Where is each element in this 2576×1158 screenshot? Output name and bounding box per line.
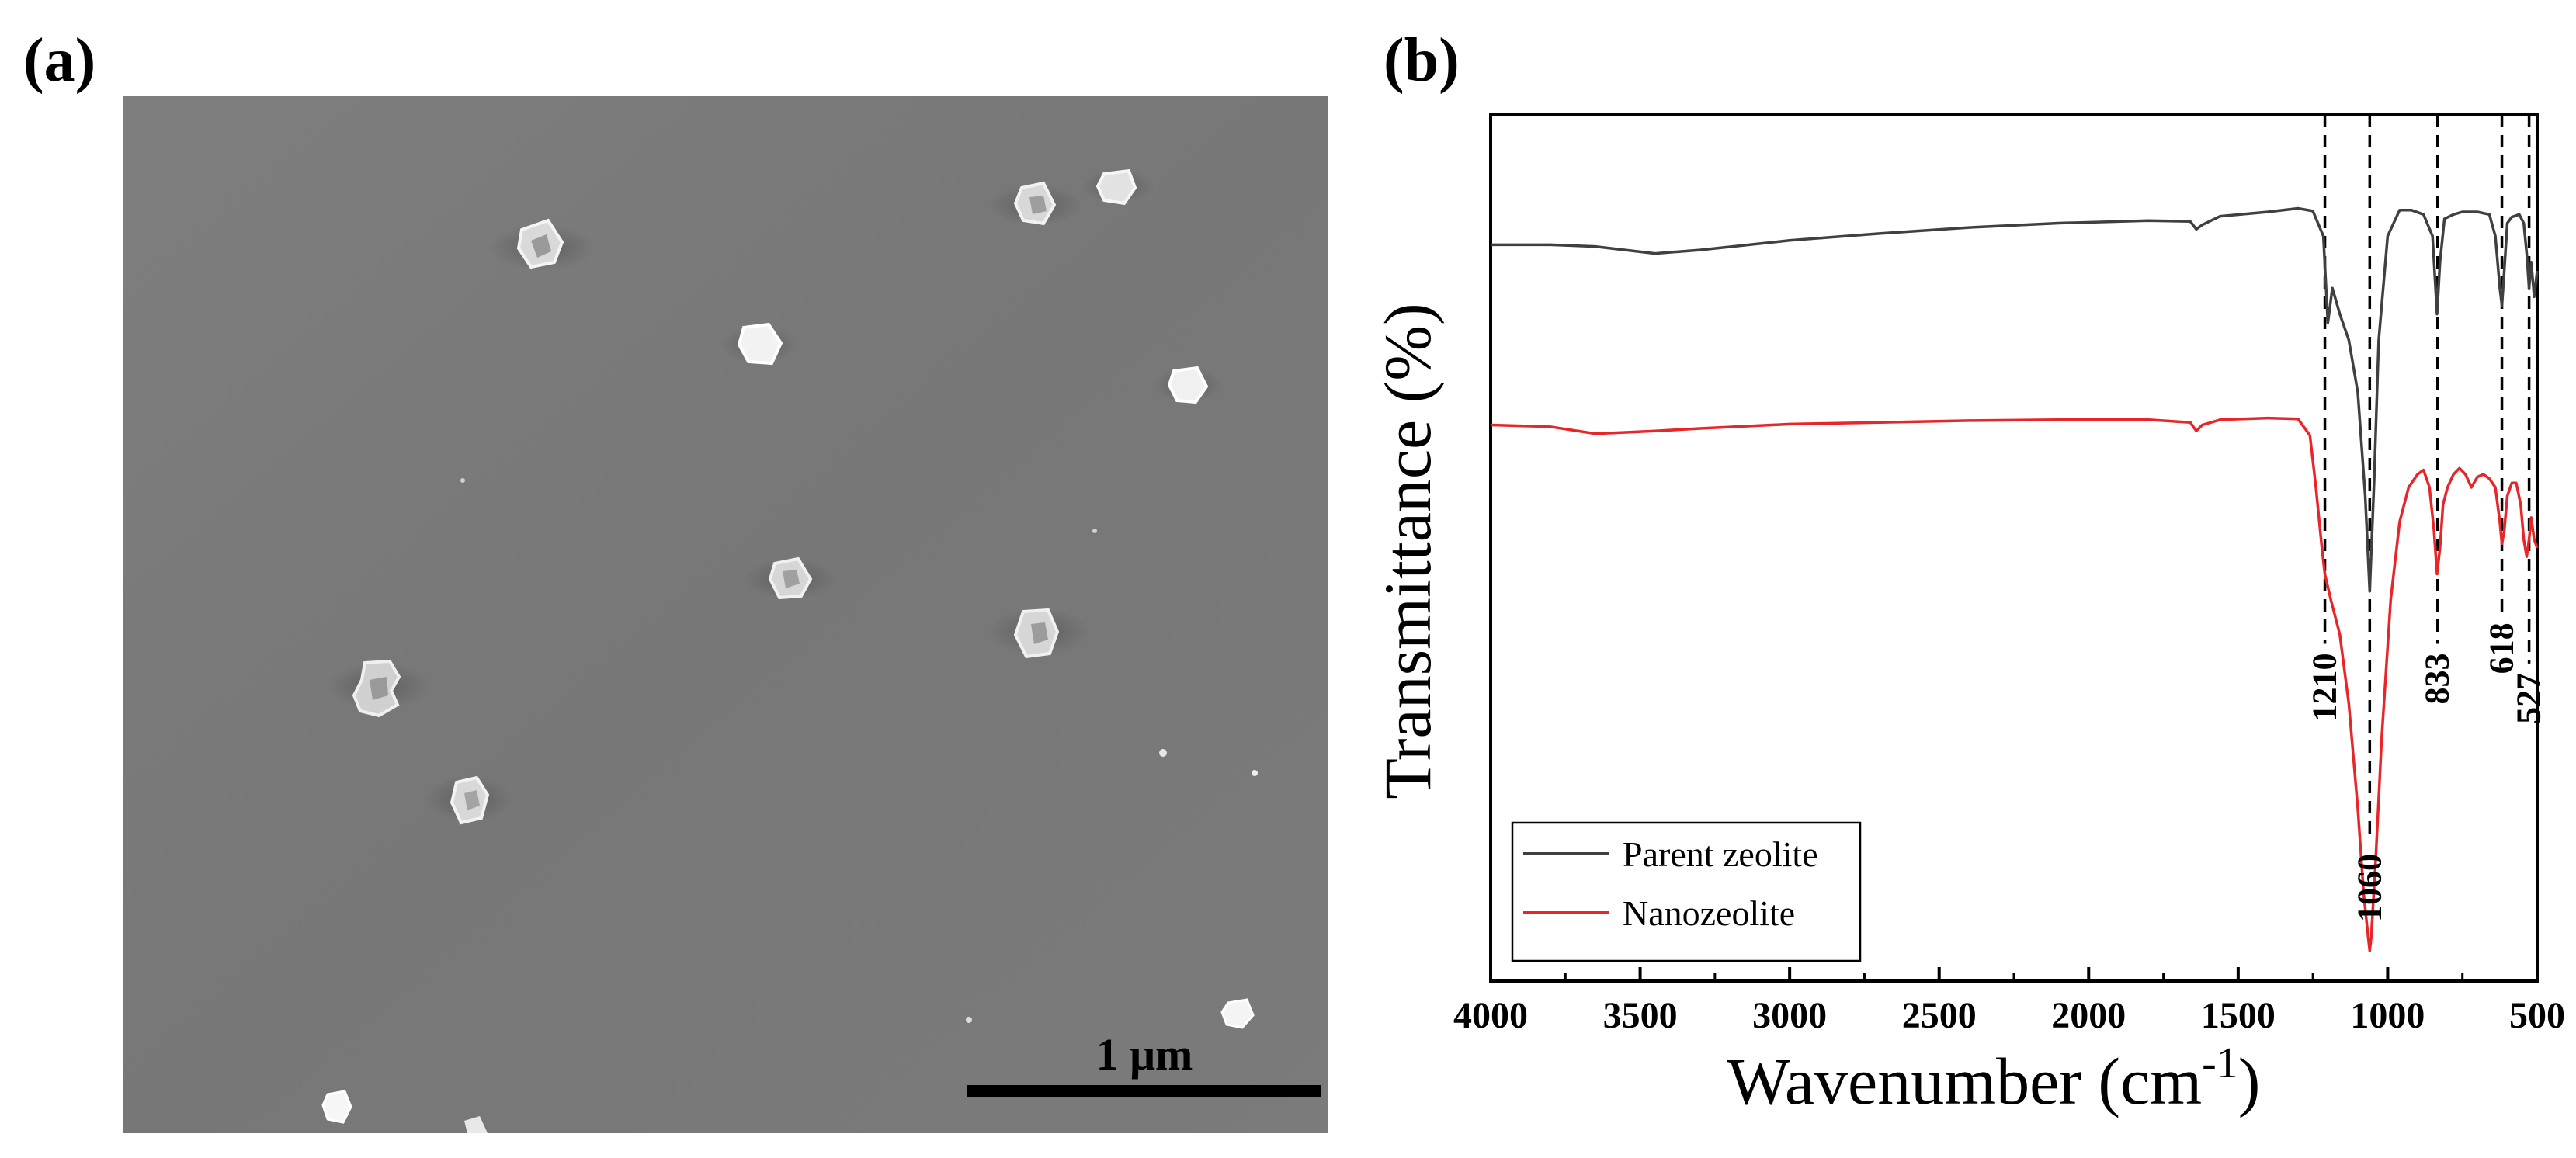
sem-particle [1220,998,1255,1029]
scale-bar-line [967,1085,1321,1097]
sem-background [123,96,1328,1133]
x-tick-label-4000: 4000 [1453,995,1528,1036]
sem-micrograph: 1 μm [123,96,1328,1133]
x-tick-label-2500: 2500 [1902,995,1977,1036]
legend-box [1511,821,1862,962]
scale-bar-label: 1 μm [1096,1029,1193,1080]
sem-particle [988,181,1081,226]
x-axis-label-main: Wavenumber (cm [1727,1044,2203,1118]
sem-particle [328,659,430,718]
x-tick-label-1500: 1500 [2201,995,2276,1036]
legend-label-parent-zeolite: Parent zeolite [1623,834,1818,874]
sem-dust [1159,749,1167,757]
sem-dust [966,1017,972,1023]
panel-a-label: (a) [23,26,96,95]
sem-dust [460,478,465,483]
sem-particle [720,322,798,366]
sem-particle [988,608,1090,659]
x-tick-labels: 4000 3500 3000 2500 2000 1500 1000 500 [1453,995,2565,1036]
annotation-label-618: 618 [2483,622,2521,674]
x-axis-label-close: ) [2238,1044,2261,1118]
sem-particle [321,1090,352,1124]
annotation-label-527: 527 [2510,673,2548,724]
sem-particle [1154,366,1222,404]
legend: Parent zeolite Nanozeolite [1511,821,1862,962]
legend-label-nanozeolite: Nanozeolite [1623,893,1795,933]
x-tick-label-1000: 1000 [2350,995,2425,1036]
annotation-label-833: 833 [2418,653,2456,704]
x-tick-label-3000: 3000 [1752,995,1827,1036]
sem-dust [1092,529,1097,533]
annotation-label-1060: 1060 [2350,854,2388,922]
x-axis-label: Wavenumber (cm-1) [1727,1039,2261,1118]
sem-particle [1082,168,1154,206]
y-axis-label: Transmittance (%) [1370,303,1445,799]
sem-particle [744,556,837,600]
series-line-nanozeolite [1490,416,2539,952]
series-line-parent-zeolite [1491,206,2539,593]
panel-b-label: (b) [1383,26,1460,95]
x-tick-label-500: 500 [2509,995,2565,1036]
sem-particle [425,775,512,825]
x-axis-label-superscript: -1 [2202,1039,2238,1087]
x-tick-label-3500: 3500 [1603,995,1678,1036]
sem-dust [1252,770,1258,776]
x-ticks [1489,967,2539,981]
sem-particle [464,1116,488,1133]
sem-particle [488,218,596,271]
sem-particles [321,168,1258,1133]
annotation-label-1210: 1210 [2306,653,2344,721]
scale-bar: 1 μm [967,1029,1321,1097]
x-tick-label-2000: 2000 [2051,995,2126,1036]
